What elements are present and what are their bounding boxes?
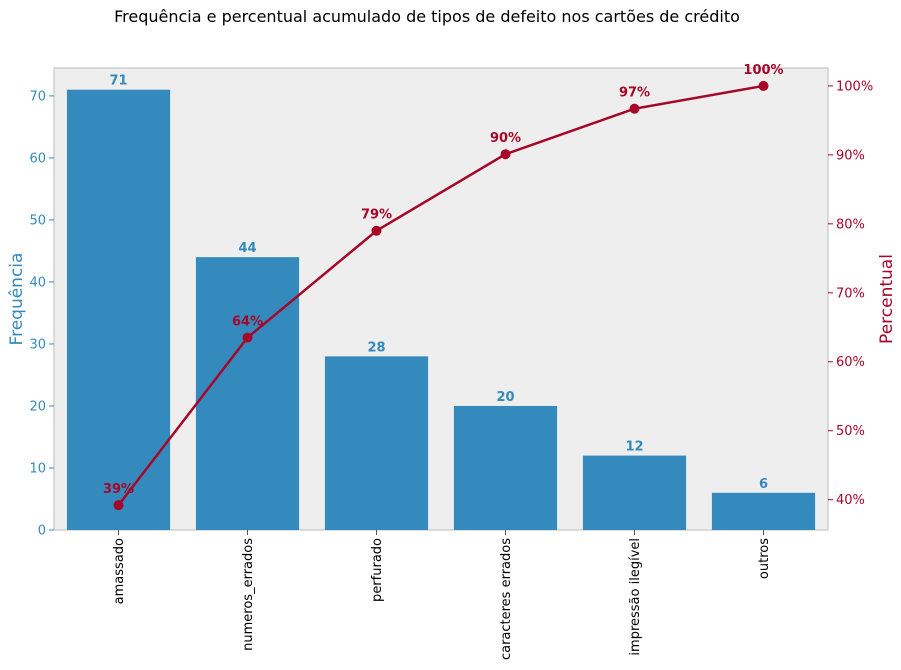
cumulative-point-0 (113, 500, 124, 511)
bar-value-label-0: 71 (109, 74, 127, 89)
y-left-tick-label-4: 40 (29, 275, 46, 290)
bar-value-label-5: 6 (759, 477, 768, 492)
bar-0 (66, 89, 171, 530)
y-left-tick-label-7: 70 (29, 89, 46, 104)
cumulative-point-3 (500, 149, 511, 160)
x-tick-label-5: outros (757, 538, 772, 579)
bar-value-label-4: 12 (625, 440, 643, 455)
cumulative-percent-label-1: 64% (232, 315, 263, 330)
cumulative-percent-label-2: 79% (361, 208, 392, 223)
plot-area (53, 67, 829, 531)
bar-value-label-1: 44 (238, 241, 256, 256)
y-left-tick-label-0: 0 (38, 524, 46, 539)
y-left-tick-label-2: 20 (29, 399, 46, 414)
x-tick-label-1: numeros_errados (241, 538, 256, 651)
y-right-tick-label-0: 40% (836, 493, 865, 508)
y-right-tick-label-1: 50% (836, 424, 865, 439)
cumulative-point-5 (758, 80, 769, 91)
x-tick-label-0: amassado (112, 538, 127, 604)
y-axis-right-label: Percentual (877, 254, 897, 344)
y-right-tick-label-2: 60% (836, 355, 865, 370)
y-right-tick-label-5: 90% (836, 148, 865, 163)
cumulative-percent-label-3: 90% (490, 131, 521, 146)
cumulative-percent-line (117, 84, 764, 506)
cumulative-percent-label-4: 97% (619, 86, 650, 101)
cumulative-point-2 (371, 225, 382, 236)
cumulative-point-1 (242, 332, 253, 343)
y-right-tick-label-4: 80% (836, 217, 865, 232)
cumulative-point-4 (629, 103, 640, 114)
bar-value-label-2: 28 (367, 340, 385, 355)
cumulative-percent-label-0: 39% (103, 482, 134, 497)
y-left-tick-label-3: 30 (29, 337, 46, 352)
bar-5 (711, 492, 816, 530)
y-right-tick-label-3: 70% (836, 286, 865, 301)
y-left-tick-label-6: 60 (29, 151, 46, 166)
x-tick-label-2: perfurado (370, 538, 385, 602)
y-left-tick-label-1: 10 (29, 461, 46, 476)
y-left-tick-label-5: 50 (29, 213, 46, 228)
bar-1 (195, 257, 300, 530)
x-tick-label-3: caracteres errados (499, 538, 514, 660)
bar-3 (453, 405, 558, 530)
cumulative-percent-label-5: 100% (743, 63, 783, 78)
bar-value-label-3: 20 (496, 390, 514, 405)
bar-4 (582, 455, 687, 530)
chart-title: Frequência e percentual acumulado de tip… (114, 7, 740, 26)
bar-2 (324, 356, 429, 530)
y-axis-left-label: Frequência (7, 253, 27, 346)
y-right-tick-label-6: 100% (836, 79, 873, 94)
x-tick-label-4: impressão ilegível (628, 538, 643, 656)
